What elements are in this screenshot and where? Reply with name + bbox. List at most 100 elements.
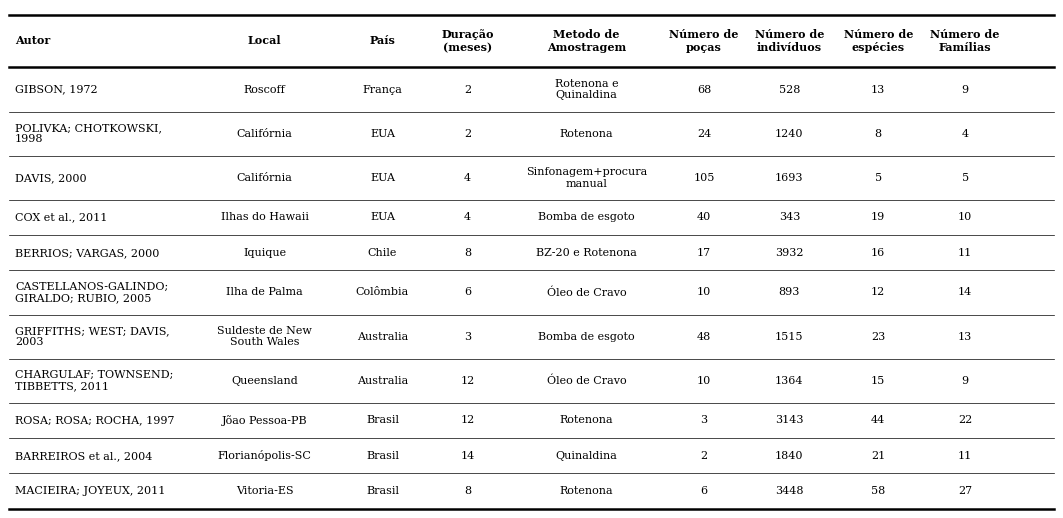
Text: Australia: Australia	[357, 376, 408, 386]
Text: Número de
indivíduos: Número de indivíduos	[755, 29, 824, 53]
Text: Rotenona: Rotenona	[559, 128, 613, 139]
Text: Brasil: Brasil	[366, 451, 399, 461]
Text: Bomba de esgoto: Bomba de esgoto	[538, 332, 635, 341]
Text: ROSA; ROSA; ROCHA, 1997: ROSA; ROSA; ROCHA, 1997	[15, 415, 174, 425]
Text: 22: 22	[958, 415, 973, 425]
Text: 1515: 1515	[775, 332, 804, 341]
Text: 6: 6	[701, 486, 708, 496]
Text: Iquique: Iquique	[243, 248, 286, 258]
Text: BARREIROS et al., 2004: BARREIROS et al., 2004	[15, 451, 152, 461]
Text: 19: 19	[871, 212, 885, 222]
Text: 343: 343	[779, 212, 800, 222]
Text: 5: 5	[962, 173, 968, 183]
Text: 3448: 3448	[775, 486, 804, 496]
Text: 10: 10	[697, 287, 711, 297]
Text: 23: 23	[871, 332, 885, 341]
Text: Ilha de Palma: Ilha de Palma	[226, 287, 303, 297]
Text: EUA: EUA	[370, 173, 395, 183]
Text: Brasil: Brasil	[366, 415, 399, 425]
Text: Óleo de Cravo: Óleo de Cravo	[546, 376, 626, 386]
Text: 8: 8	[465, 248, 471, 258]
Text: 1840: 1840	[775, 451, 804, 461]
Text: 17: 17	[697, 248, 711, 258]
Text: 8: 8	[465, 486, 471, 496]
Text: Colômbia: Colômbia	[356, 287, 409, 297]
Text: 44: 44	[871, 415, 885, 425]
Text: 6: 6	[465, 287, 471, 297]
Text: Queensland: Queensland	[232, 376, 298, 386]
Text: Califórnia: Califórnia	[237, 128, 292, 139]
Text: BZ-20 e Rotenona: BZ-20 e Rotenona	[536, 248, 637, 258]
Text: 4: 4	[962, 128, 968, 139]
Text: 68: 68	[697, 84, 711, 94]
Text: 48: 48	[697, 332, 711, 341]
Text: Florianópolis-SC: Florianópolis-SC	[218, 450, 311, 461]
Text: 40: 40	[697, 212, 711, 222]
Text: 27: 27	[958, 486, 973, 496]
Text: 5: 5	[875, 173, 882, 183]
Text: DAVIS, 2000: DAVIS, 2000	[15, 173, 86, 183]
Text: Número de
Famílias: Número de Famílias	[930, 29, 999, 53]
Text: Local: Local	[248, 35, 282, 47]
Text: 11: 11	[958, 248, 973, 258]
Text: Rotenona e
Quinaldina: Rotenona e Quinaldina	[555, 79, 619, 100]
Text: Roscoff: Roscoff	[243, 84, 286, 94]
Text: 15: 15	[871, 376, 885, 386]
Text: 2: 2	[465, 84, 471, 94]
Text: 10: 10	[697, 376, 711, 386]
Text: Chile: Chile	[368, 248, 398, 258]
Text: Número de
espécies: Número de espécies	[844, 29, 913, 53]
Text: Suldeste de New
South Wales: Suldeste de New South Wales	[217, 326, 313, 348]
Text: Metodo de
Amostragem: Metodo de Amostragem	[546, 29, 626, 53]
Text: Autor: Autor	[15, 35, 50, 47]
Text: 12: 12	[871, 287, 885, 297]
Text: 11: 11	[958, 451, 973, 461]
Text: 12: 12	[460, 376, 475, 386]
Text: Rotenona: Rotenona	[559, 486, 613, 496]
Text: Brasil: Brasil	[366, 486, 399, 496]
Text: Vitoria-ES: Vitoria-ES	[236, 486, 293, 496]
Text: 3: 3	[701, 415, 708, 425]
Text: 21: 21	[871, 451, 885, 461]
Text: 16: 16	[871, 248, 885, 258]
Text: Duração
(meses): Duração (meses)	[441, 29, 494, 53]
Text: Rotenona: Rotenona	[559, 415, 613, 425]
Text: 9: 9	[962, 84, 968, 94]
Text: 893: 893	[779, 287, 800, 297]
Text: 2: 2	[465, 128, 471, 139]
Text: EUA: EUA	[370, 212, 395, 222]
Text: BERRIOS; VARGAS, 2000: BERRIOS; VARGAS, 2000	[15, 248, 159, 258]
Text: 24: 24	[697, 128, 711, 139]
Text: EUA: EUA	[370, 128, 395, 139]
Text: COX et al., 2011: COX et al., 2011	[15, 212, 107, 222]
Text: Número de
poças: Número de poças	[670, 29, 739, 53]
Text: 13: 13	[871, 84, 885, 94]
Text: 12: 12	[460, 415, 475, 425]
Text: 1693: 1693	[775, 173, 804, 183]
Text: 13: 13	[958, 332, 973, 341]
Text: Quinaldina: Quinaldina	[556, 451, 618, 461]
Text: 1240: 1240	[775, 128, 804, 139]
Text: CHARGULAF; TOWNSEND;
TIBBETTS, 2011: CHARGULAF; TOWNSEND; TIBBETTS, 2011	[15, 370, 173, 392]
Text: 4: 4	[465, 212, 471, 222]
Text: 14: 14	[958, 287, 973, 297]
Text: Califórnia: Califórnia	[237, 173, 292, 183]
Text: 14: 14	[460, 451, 475, 461]
Text: País: País	[370, 35, 395, 47]
Text: 1364: 1364	[775, 376, 804, 386]
Text: Óleo de Cravo: Óleo de Cravo	[546, 287, 626, 298]
Text: 3143: 3143	[775, 415, 804, 425]
Text: Sinfonagem+procura
manual: Sinfonagem+procura manual	[526, 167, 647, 189]
Text: Ilhas do Hawaii: Ilhas do Hawaii	[221, 212, 308, 222]
Text: 3: 3	[465, 332, 471, 341]
Text: CASTELLANOS-GALINDO;
GIRALDO; RUBIO, 2005: CASTELLANOS-GALINDO; GIRALDO; RUBIO, 200…	[15, 282, 168, 303]
Text: 528: 528	[779, 84, 800, 94]
Text: GIBSON, 1972: GIBSON, 1972	[15, 84, 98, 94]
Text: 9: 9	[962, 376, 968, 386]
Text: POLIVKA; CHOTKOWSKI,
1998: POLIVKA; CHOTKOWSKI, 1998	[15, 123, 162, 145]
Text: 4: 4	[465, 173, 471, 183]
Text: Bomba de esgoto: Bomba de esgoto	[538, 212, 635, 222]
Text: Australia: Australia	[357, 332, 408, 341]
Text: 2: 2	[701, 451, 708, 461]
Text: Jõao Pessoa-PB: Jõao Pessoa-PB	[222, 415, 307, 426]
